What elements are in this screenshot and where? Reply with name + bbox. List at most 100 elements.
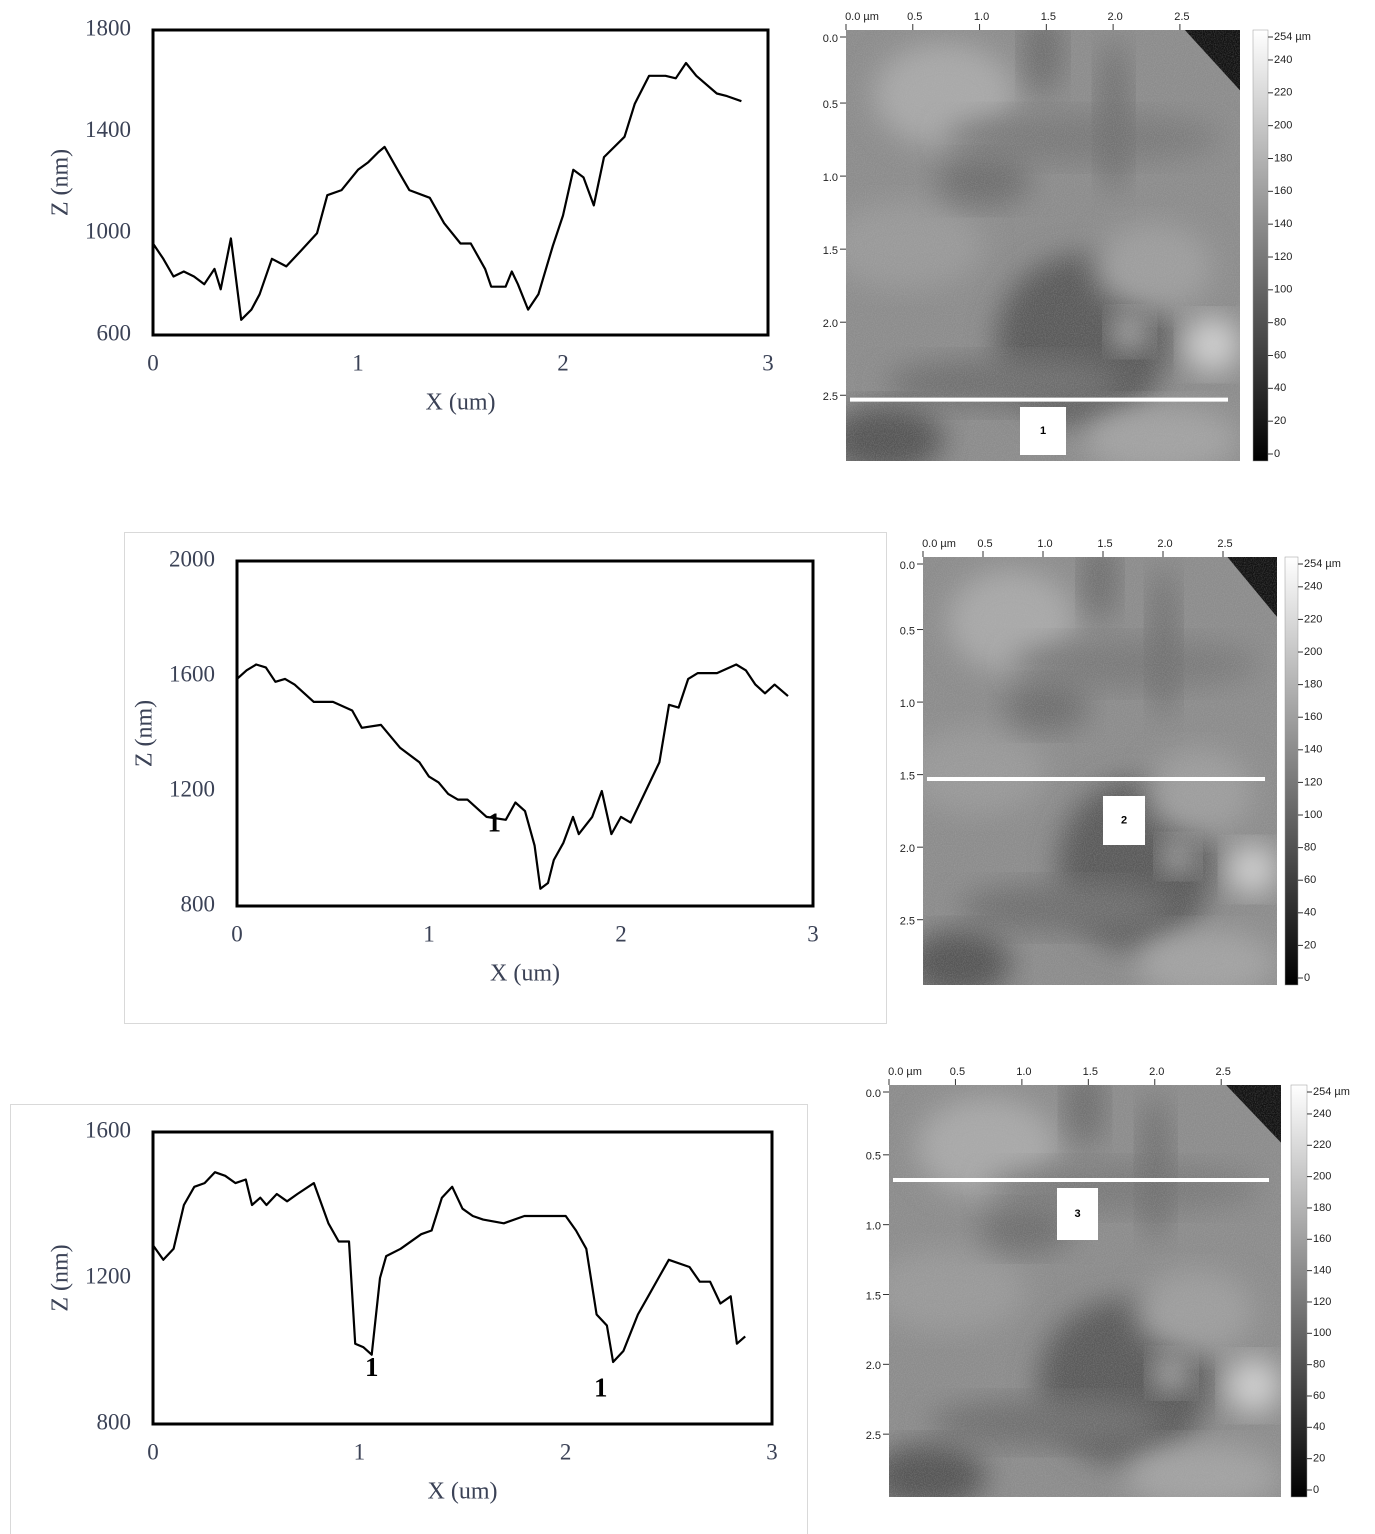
profile-label: 1: [1040, 425, 1046, 437]
x-tick-label: 2.5: [1174, 11, 1189, 23]
y-tick-label: 1.0: [866, 1221, 881, 1233]
x-tick-label: 3: [766, 1439, 778, 1464]
x-tick-label: 0: [231, 921, 243, 946]
colorbar: [1284, 556, 1299, 986]
y-tick-label: 2.0: [866, 1360, 881, 1372]
plot-frame: [151, 28, 770, 337]
y-tick-label: 1200: [169, 776, 215, 801]
y-tick-label: 1.0: [823, 172, 838, 184]
x-axis-label: X (um): [490, 961, 560, 987]
y-tick-label: 800: [97, 1409, 132, 1434]
colorbar-label: 0: [1304, 972, 1310, 984]
colorbar-label: 140: [1313, 1265, 1331, 1277]
y-tick-label: 2.0: [900, 843, 915, 855]
x-tick-label: 1.5: [1083, 1066, 1098, 1078]
colorbar-label: 40: [1313, 1421, 1325, 1433]
x-tick-label: 3: [807, 921, 819, 946]
y-tick-label: 0.5: [823, 99, 838, 111]
y-tick-label: 2.5: [866, 1430, 881, 1442]
y-tick-label: 0.5: [866, 1151, 881, 1163]
x-tick-label: 2.0: [1157, 538, 1172, 550]
y-tick-label: 2.5: [900, 916, 915, 928]
profile-label: 2: [1121, 814, 1127, 826]
x-tick-label: 0.5: [907, 11, 922, 23]
colorbar-label: 254 µm: [1313, 1086, 1350, 1098]
y-tick-label: 1600: [169, 661, 215, 686]
annotation: 1: [594, 1372, 608, 1402]
y-axis-label: Z (nm): [48, 1244, 74, 1311]
colorbar-label: 0: [1313, 1484, 1319, 1496]
y-tick-label: 0.0: [900, 560, 915, 572]
colorbar-label: 220: [1274, 87, 1292, 99]
panel-border: [124, 532, 887, 1024]
colorbar-label: 120: [1313, 1296, 1331, 1308]
colorbar-label: 140: [1304, 744, 1322, 756]
colorbar-label: 180: [1304, 679, 1322, 691]
colorbar-label: 200: [1313, 1171, 1331, 1183]
noise: [889, 1085, 1281, 1497]
colorbar-label: 60: [1313, 1390, 1325, 1402]
colorbar-label: 40: [1304, 907, 1316, 919]
y-tick-label: 0.5: [900, 625, 915, 637]
annotation: 1: [365, 1352, 379, 1382]
colorbar-label: 254 µm: [1304, 558, 1341, 570]
y-axis-label: Z (nm): [132, 700, 158, 767]
y-tick-label: 1200: [85, 1263, 131, 1288]
x-tick-label: 2.0: [1107, 11, 1122, 23]
colorbar-label: 20: [1304, 939, 1316, 951]
colorbar-label: 120: [1304, 776, 1322, 788]
profile-line: [152, 61, 742, 321]
colorbar-label: 120: [1274, 251, 1292, 263]
y-tick-label: 2.5: [823, 391, 838, 403]
colorbar-label: 200: [1304, 646, 1322, 658]
colorbar-label: 240: [1313, 1108, 1331, 1120]
colorbar-label: 100: [1274, 284, 1292, 296]
x-tick-label: 1: [354, 1439, 366, 1464]
colorbar-label: 240: [1274, 54, 1292, 66]
y-tick-label: 1600: [85, 1117, 131, 1142]
colorbar-label: 140: [1274, 218, 1292, 230]
x-tick-label: 1: [352, 350, 364, 375]
x-tick-label: 2: [557, 350, 569, 375]
colorbar-label: 80: [1304, 842, 1316, 854]
colorbar-label: 80: [1313, 1359, 1325, 1371]
colorbar-label: 240: [1304, 581, 1322, 593]
x-tick-label: 0: [147, 350, 159, 375]
colorbar-label: 180: [1274, 152, 1292, 164]
afm-image: [889, 1085, 1281, 1497]
x-axis-label: X (um): [428, 1479, 498, 1505]
x-axis-label: X (um): [426, 390, 496, 416]
y-tick-label: 1.5: [900, 771, 915, 783]
colorbar-label: 254 µm: [1274, 31, 1311, 43]
y-tick-label: 1800: [85, 15, 131, 40]
colorbar-label: 220: [1313, 1139, 1331, 1151]
colorbar-label: 200: [1274, 120, 1292, 132]
colorbar: [1252, 29, 1269, 462]
colorbar-label: 20: [1274, 415, 1286, 427]
label-box: [1057, 1188, 1098, 1240]
y-tick-label: 0.0: [866, 1088, 881, 1100]
plot-frame: [151, 1130, 774, 1426]
colorbar-label: 100: [1313, 1327, 1331, 1339]
colorbar-label: 20: [1313, 1453, 1325, 1465]
noise: [846, 30, 1240, 461]
profile-line: [236, 663, 789, 890]
afm-image: [846, 30, 1240, 461]
x-tick-label: 2.5: [1217, 538, 1232, 550]
y-tick-label: 2000: [169, 546, 215, 571]
x-tick-label: 1.5: [1097, 538, 1112, 550]
colorbar-label: 100: [1304, 809, 1322, 821]
x-tick-label: 0.0 µm: [922, 538, 956, 550]
x-tick-label: 0.5: [950, 1066, 965, 1078]
colorbar-label: 160: [1274, 185, 1292, 197]
panel-border: [10, 1104, 808, 1534]
y-tick-label: 1000: [85, 219, 131, 244]
x-tick-label: 2: [560, 1439, 572, 1464]
colorbar-label: 160: [1304, 711, 1322, 723]
y-tick-label: 1.5: [866, 1290, 881, 1302]
y-tick-label: 800: [181, 891, 216, 916]
label-box: [1103, 796, 1145, 845]
x-tick-label: 0: [147, 1439, 159, 1464]
